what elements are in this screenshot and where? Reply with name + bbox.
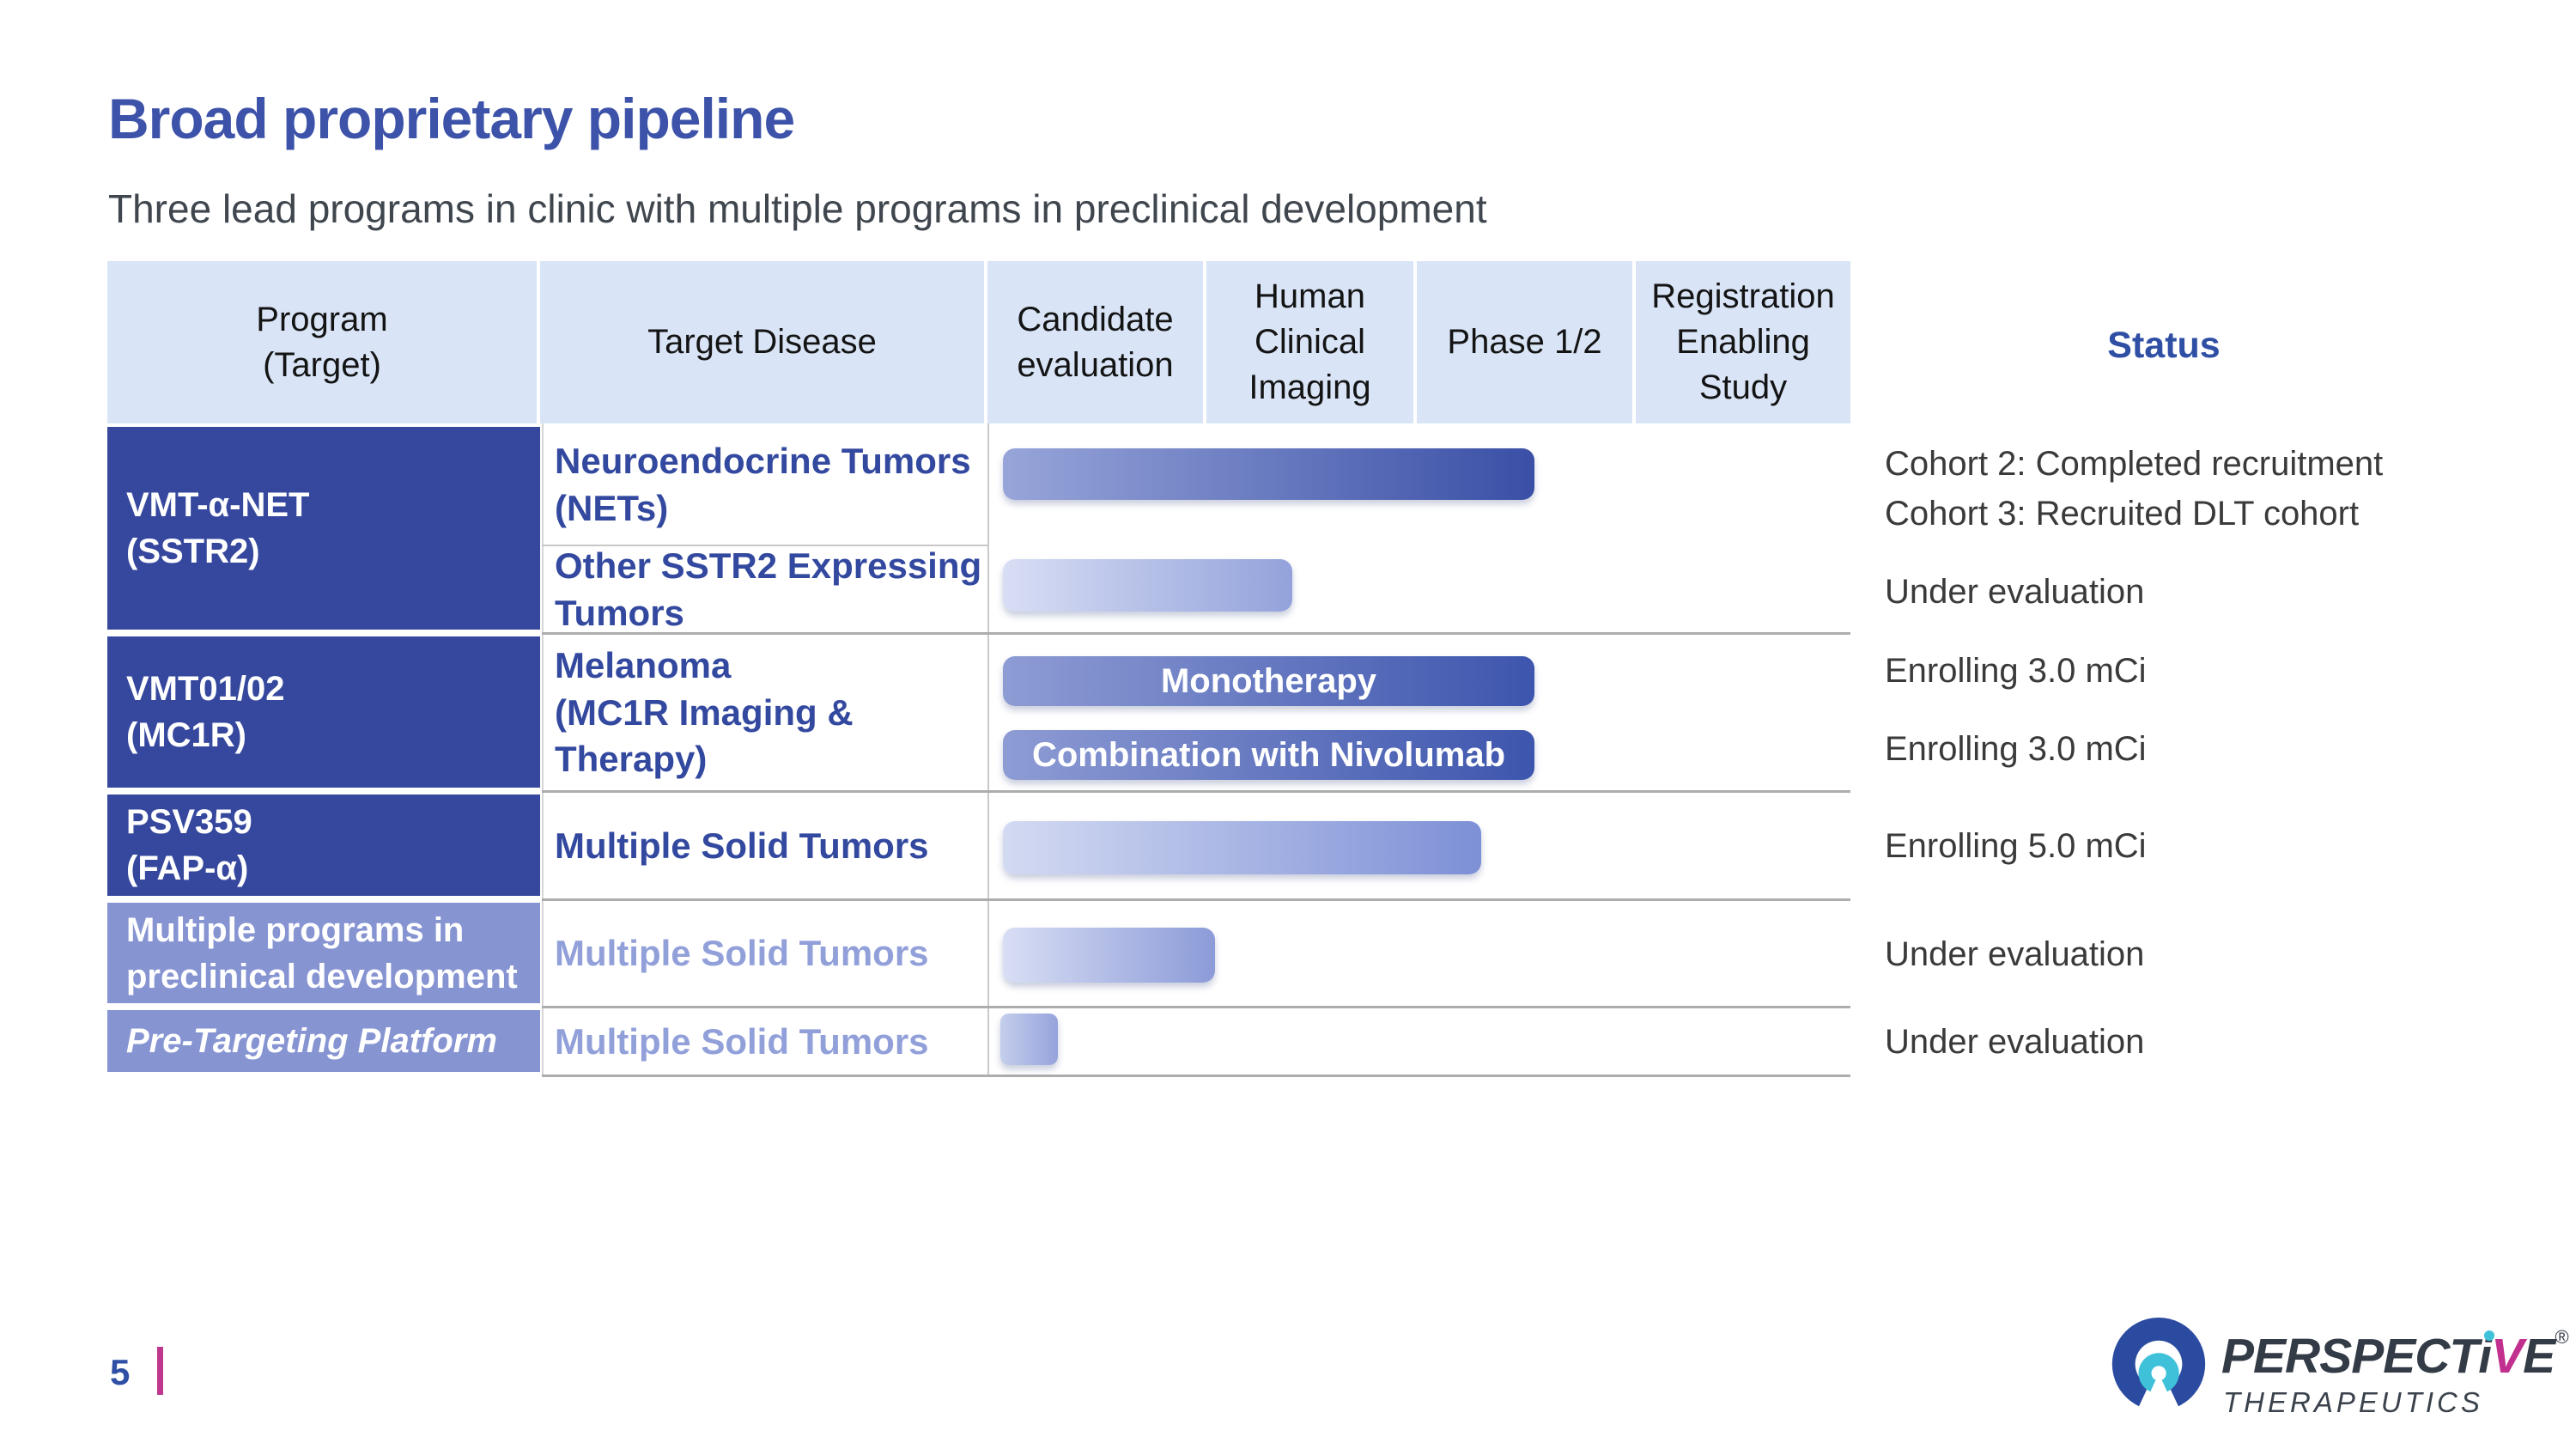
status-pre-targeting: Under evaluation <box>1885 1023 2145 1061</box>
status-other-sstr2: Under evaluation <box>1885 573 2145 611</box>
program-cell-vmt01-02: VMT01/02 (MC1R) <box>107 636 540 788</box>
disease-cell-multiple-solid-tumors-3: Multiple Solid Tumors <box>555 1020 929 1062</box>
row-divider-1 <box>542 632 1850 635</box>
column-header-candidate-evaluation: Candidate evaluation <box>987 261 1203 423</box>
page-number: 5 <box>110 1352 131 1392</box>
progress-bar-other-sstr2 <box>1003 559 1292 612</box>
subrow-divider <box>542 545 987 546</box>
progress-bar-preclinical <box>1003 928 1215 983</box>
program-cell-vmt-a-net: VMT-α-NET (SSTR2) <box>107 427 540 630</box>
progress-bar-psv359 <box>1003 821 1481 874</box>
page-subtitle: Three lead programs in clinic with multi… <box>108 186 1487 231</box>
status-combination: Enrolling 3.0 mCi <box>1885 730 2147 768</box>
disease-cell-nets: Neuroendocrine Tumors (NETs) <box>555 440 971 528</box>
perspective-logo-arch-icon <box>2111 1317 2206 1407</box>
status-monotherapy: Enrolling 3.0 mCi <box>1885 652 2147 690</box>
logo-wordmark: PERSPECTiVE® <box>2221 1326 2568 1385</box>
disease-cell-multiple-solid-tumors-1: Multiple Solid Tumors <box>555 825 929 866</box>
logo-therapeutics-text: THERAPEUTICS <box>2223 1386 2483 1418</box>
logo-letter-e: E <box>2523 1329 2555 1384</box>
program-cell-pre-targeting-platform: Pre-Targeting Platform <box>107 1010 540 1072</box>
status-preclinical: Under evaluation <box>1885 935 2145 973</box>
progress-bar-pre-targeting <box>1000 1014 1058 1065</box>
row-divider-3 <box>542 898 1850 901</box>
column-divider-disease-bars <box>987 423 989 1076</box>
status-psv359: Enrolling 5.0 mCi <box>1885 827 2147 865</box>
progress-bar-combination-nivolumab: Combination with Nivolumab <box>1003 730 1534 780</box>
progress-bar-nets <box>1003 448 1534 500</box>
column-header-program: Program (Target) <box>107 261 537 423</box>
row-divider-2 <box>542 790 1850 793</box>
logo-letter-i: i <box>2478 1329 2495 1384</box>
status-nets: Cohort 2: Completed recruitment Cohort 3… <box>1885 445 2384 533</box>
table-bottom-divider <box>542 1075 1850 1077</box>
disease-cell-melanoma: Melanoma (MC1R Imaging & Therapy) <box>555 645 854 780</box>
logo-text-perspect: PERSPECT <box>2221 1329 2479 1384</box>
disease-cell-multiple-solid-tumors-2: Multiple Solid Tumors <box>555 933 929 974</box>
logo-letter-v: V <box>2491 1329 2524 1384</box>
progress-bar-monotherapy: Monotherapy <box>1003 656 1534 706</box>
column-header-target-disease: Target Disease <box>540 261 984 423</box>
column-header-phase-1-2: Phase 1/2 <box>1417 261 1632 423</box>
perspective-therapeutics-logo: PERSPECTiVE® THERAPEUTICS <box>2108 1316 2568 1436</box>
row-divider-4 <box>542 1006 1850 1008</box>
registered-trademark-symbol: ® <box>2555 1326 2568 1348</box>
column-header-registration-enabling-study: Registration Enabling Study <box>1636 261 1850 423</box>
column-header-status: Status <box>2107 325 2221 366</box>
page-title: Broad proprietary pipeline <box>108 87 795 150</box>
program-cell-psv359: PSV359 (FAP-α) <box>107 795 540 896</box>
disease-cell-other-sstr2: Other SSTR2 Expressing Tumors <box>555 545 982 633</box>
column-divider-program-disease <box>542 423 544 1076</box>
footer-accent-bar <box>157 1347 163 1395</box>
program-cell-preclinical-programs: Multiple programs in preclinical develop… <box>107 903 540 1003</box>
column-header-human-clinical-imaging: Human Clinical Imaging <box>1206 261 1413 423</box>
